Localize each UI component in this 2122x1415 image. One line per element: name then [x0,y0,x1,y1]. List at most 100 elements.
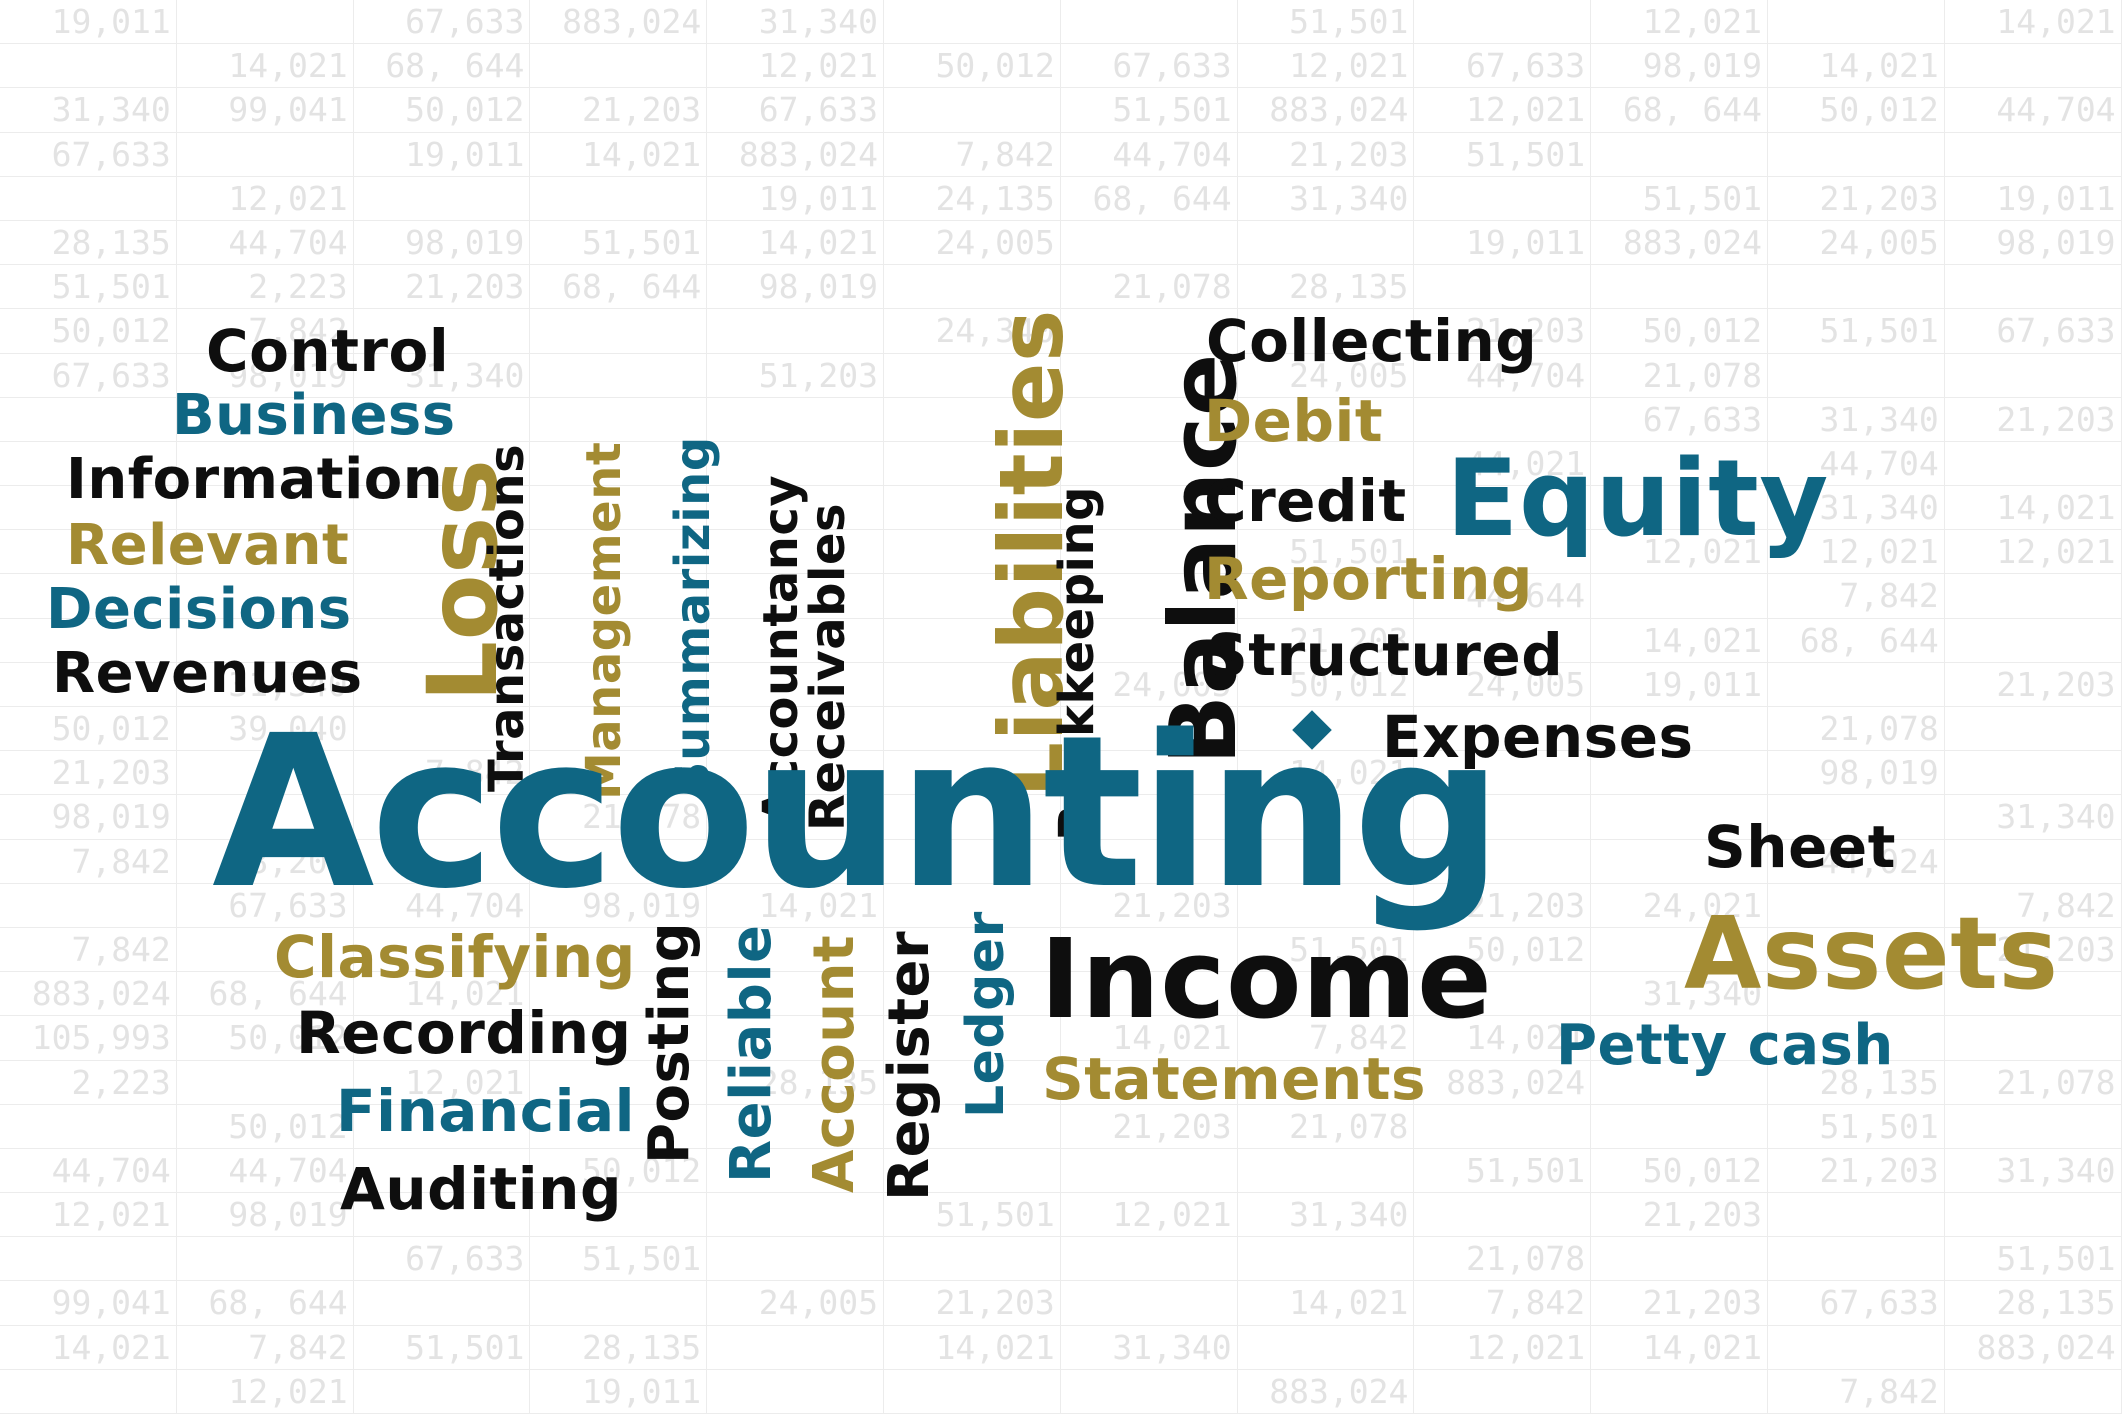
grid-cell [176,927,354,973]
grid-cell [176,0,354,45]
grid-cell: 67,633 [1060,44,1238,89]
grid-cell [0,618,177,663]
grid-cell [530,397,708,442]
grid-cell [707,795,884,840]
word-equity: Equity [1446,437,1829,560]
grid-cell [1944,353,2122,398]
grid-cell: 67,633 [707,88,884,133]
grid-cell [0,883,177,928]
grid-cell [1237,707,1415,752]
grid-cell [1237,309,1415,354]
word-auditing: Auditing [340,1155,622,1223]
word-classifying: Classifying [274,923,636,991]
grid-cell [1237,795,1415,840]
grid-cell: 31,340 [1591,972,1768,1017]
grid-cell: 7,842 [176,309,354,354]
grid-cell: 21,078 [1414,1237,1592,1282]
grid-cell: 12,021 [1767,530,1945,575]
grid-cell [1414,1104,1592,1149]
word-information: Information [66,447,444,512]
grid-cell: 50,012 [1414,927,1592,973]
grid-cell [1944,1104,2122,1149]
grid-cell: 21,078 [1767,707,1945,752]
grid-cell [883,530,1061,575]
grid-cell [707,1237,884,1282]
grid-cell [1944,839,2122,884]
grid-cell [707,486,884,531]
word-expenses: Expenses [1382,703,1694,771]
grid-cell: 12,021 [353,1060,531,1105]
grid-cell [1944,1193,2122,1238]
grid-cell: 51,501 [1237,927,1415,973]
grid-cell [1414,972,1592,1017]
word-statements: Statements [1042,1045,1427,1113]
grid-cell: 67,633 [1944,309,2122,354]
grid-cell [353,1369,531,1414]
grid-cell: 28,135 [0,220,177,266]
grid-cell: 44,704 [353,883,531,928]
grid-cell [176,1060,354,1105]
word-business: Business [172,383,456,448]
grid-cell: 50,012 [883,44,1061,89]
grid-cell: 24,340 [883,309,1061,354]
grid-cell: 21,078 [1237,1104,1415,1149]
grid-cell [1060,839,1238,884]
grid-cell: 21,203 [1414,883,1592,928]
grid-cell: 19,011 [0,0,177,45]
grid-cell [176,486,354,531]
grid-cell [530,972,708,1017]
grid-cell: 28,135 [1767,1060,1945,1105]
grid-cell: 19,011 [1414,220,1592,266]
grid-cell: 68, 644 [176,972,354,1017]
grid-cell [883,927,1061,973]
grid-cell: 67,633 [1767,1281,1945,1326]
grid-cell: 21,203 [1944,397,2122,442]
grid-cell: 7,842 [1944,883,2122,928]
grid-cell [1944,441,2122,487]
grid-cell: 44,704 [0,1148,177,1194]
grid-cell: 44,704 [176,1148,354,1194]
word-recording: Recording [296,999,632,1067]
grid-cell: 50,012 [176,1016,354,1061]
word-assets: Assets [1684,895,2059,1012]
grid-cell: 31,340 [1944,795,2122,840]
grid-cell [1767,662,1945,707]
grid-cell: 24,021 [1591,883,1768,928]
grid-cell [707,927,884,973]
grid-cell: 28,135 [707,1060,884,1105]
grid-cell: 7,842 [1414,1281,1592,1326]
grid-cell [1767,1193,1945,1238]
grid-cell [176,618,354,663]
grid-cell: 28,135 [530,1325,708,1370]
grid-cell: 51,501 [1414,1148,1592,1194]
grid-cell [176,397,354,442]
grid-cell [176,441,354,487]
grid-cell: 44,704 [176,220,354,266]
word-income: Income [1040,915,1493,1043]
grid-cell: 99,041 [0,1281,177,1326]
grid-cell [707,707,884,752]
grid-cell: 50,012 [0,707,177,752]
word-decisions: Decisions [46,577,352,642]
grid-cell [1060,1369,1238,1414]
grid-cell [0,574,177,619]
grid-cell [1767,1237,1945,1282]
grid-cell: 21,078 [1944,1060,2122,1105]
grid-cell [1414,618,1592,663]
grid-cell: 883,024 [1944,1325,2122,1370]
grid-cell: 51,501 [1944,1237,2122,1282]
grid-cell [883,1369,1061,1414]
grid-cell [1237,972,1415,1017]
grid-cell [1591,1237,1768,1282]
grid-cell [707,441,884,487]
grid-cell [883,0,1061,45]
word-credit: Credit [1204,467,1407,535]
grid-cell: 51,501 [1237,0,1415,45]
grid-cell: 98,019 [530,883,708,928]
grid-cell [1414,397,1592,442]
grid-cell: 39,040 [176,707,354,752]
grid-cell [530,353,708,398]
